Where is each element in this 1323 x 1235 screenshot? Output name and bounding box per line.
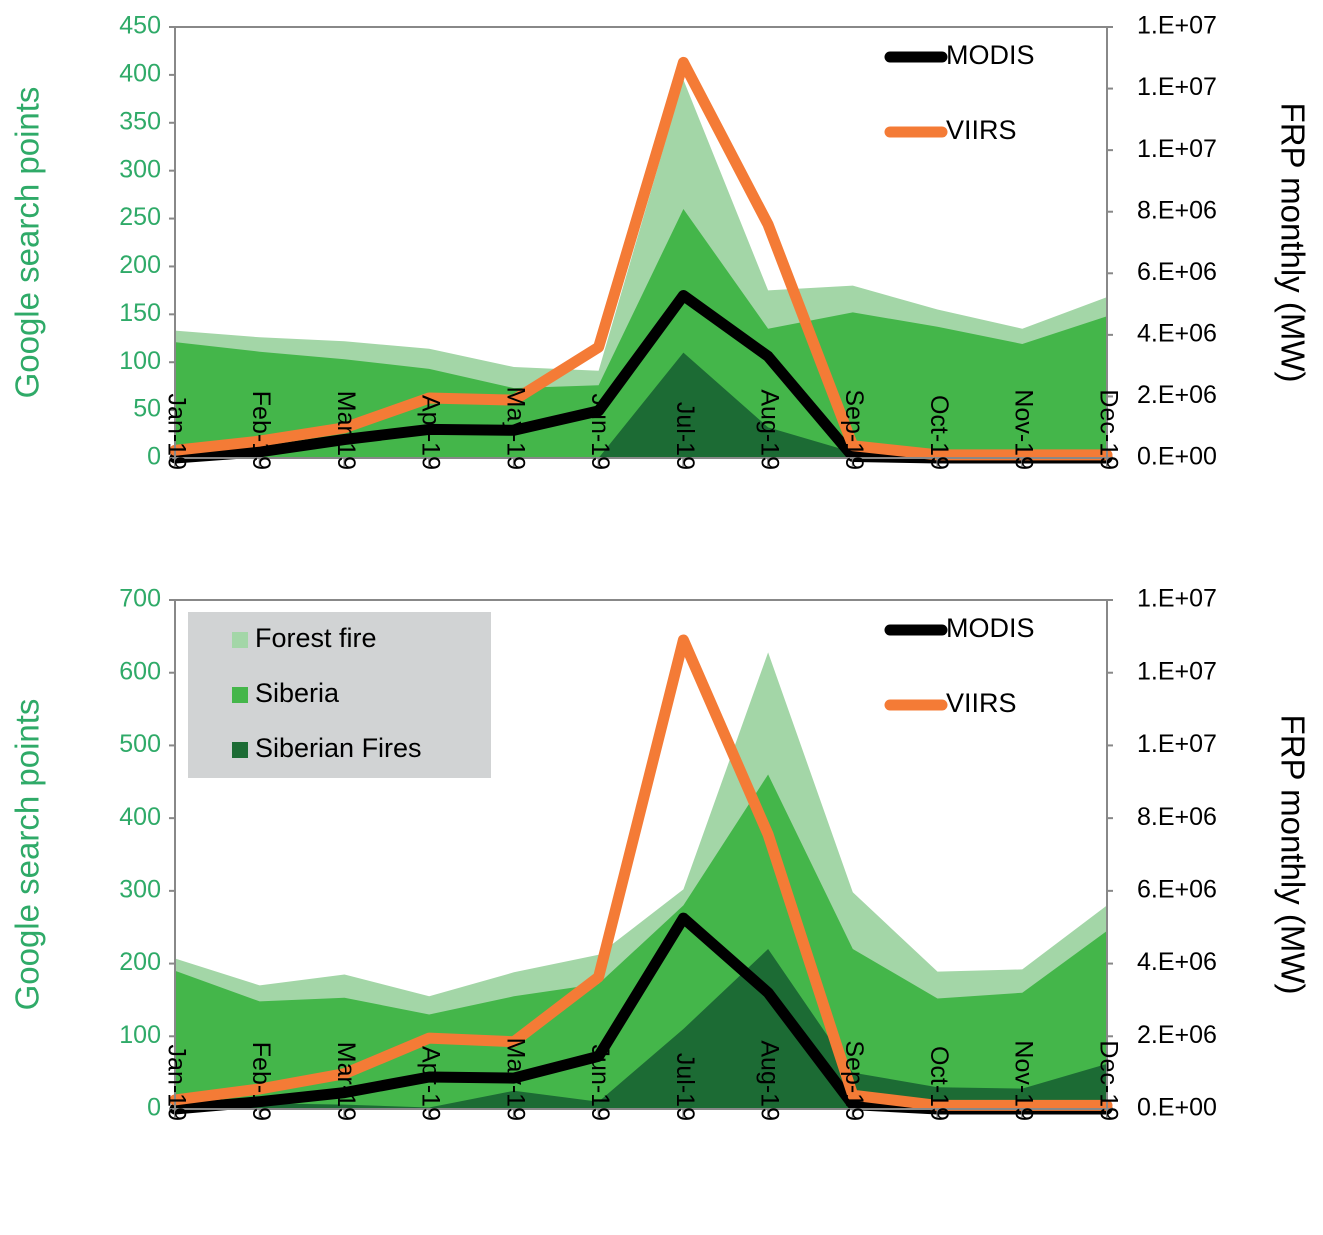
chart-1-legend: MODIS VIIRS	[884, 40, 1035, 145]
chart-1-plot-frame	[174, 26, 1108, 459]
area-siberia	[175, 774, 1107, 1109]
x-tick-label: Apr-19	[417, 1046, 445, 1121]
chart-2-x-ticks: Jan-19 Feb-19 Mar-19 Apr-19 May-19 Jun-19 Jul-…	[162, 1038, 1122, 1121]
y2-tick-label: 2.E+06	[1137, 1021, 1217, 1049]
legend-label-viirs: VIIRS	[946, 688, 1017, 718]
y-tick-label: 450	[119, 12, 161, 40]
x-tick-label: Aug-19	[755, 1040, 783, 1121]
y-tick-label: 600	[119, 657, 161, 685]
chart-1-y2-ticks: 0.E+00 2.E+06 4.E+06 6.E+06 8.E+06 1.E+07 1.E+…	[1107, 12, 1217, 471]
legend-swatch-siberian-fires	[232, 742, 248, 758]
y-tick-label: 700	[119, 585, 161, 613]
x-tick-label: Feb-19	[247, 1042, 275, 1121]
chart-2-plot-frame	[174, 599, 1108, 1110]
legend-swatch-forest-fire	[232, 632, 248, 648]
chart-2-y-axis-title: Google search points	[9, 699, 46, 1011]
y-tick-label: 400	[119, 803, 161, 831]
chart-1-y2-axis-title: FRP monthly (MW)	[1274, 103, 1311, 383]
x-tick-label: Mar-19	[332, 1042, 360, 1121]
chart-2-y2-axis-title: FRP monthly (MW)	[1274, 715, 1311, 995]
x-tick-label: Jul-19	[671, 402, 699, 470]
y-tick-label: 250	[119, 203, 161, 231]
x-tick-label: Nov-19	[1010, 1040, 1038, 1121]
legend-label-siberia: Siberia	[255, 678, 340, 708]
y-tick-label: 400	[119, 59, 161, 87]
area-siberia	[175, 209, 1107, 458]
x-tick-label: Nov-19	[1010, 389, 1038, 470]
line-viirs	[169, 634, 1113, 1111]
x-tick-label: Jan-19	[162, 394, 190, 470]
y-tick-label: 300	[119, 155, 161, 183]
chart-1-y-axis-title: Google search points	[9, 87, 46, 399]
y2-tick-label: 1.E+07	[1137, 585, 1217, 613]
y2-tick-label: 1.E+07	[1137, 730, 1217, 758]
y2-tick-label: 4.E+06	[1137, 948, 1217, 976]
x-tick-label: Oct-19	[925, 395, 953, 470]
y-tick-label: 100	[119, 347, 161, 375]
y-tick-label: 200	[119, 948, 161, 976]
chart-2: 0 100 200 300 400 500 600 700 0.E+00 2.E+06 4.E+0…	[9, 585, 1312, 1122]
x-tick-label: Oct-19	[925, 1046, 953, 1121]
chart-1-areas	[175, 79, 1107, 458]
x-tick-label: Jun-19	[586, 1045, 614, 1121]
legend-label-modis: MODIS	[946, 40, 1035, 70]
legend-label-forest-fire: Forest fire	[255, 623, 377, 653]
x-tick-label: Jan-19	[162, 1045, 190, 1121]
y-tick-label: 300	[119, 875, 161, 903]
y2-tick-label: 6.E+06	[1137, 875, 1217, 903]
y-tick-label: 50	[133, 395, 161, 423]
legend-label-modis: MODIS	[946, 613, 1035, 643]
y2-tick-label: 1.E+07	[1137, 657, 1217, 685]
x-tick-label: Mar-19	[332, 391, 360, 470]
area-siberian-fires	[175, 949, 1107, 1109]
y2-tick-label: 8.E+06	[1137, 196, 1217, 224]
y-tick-label: 500	[119, 730, 161, 758]
x-tick-label: Feb-19	[247, 391, 275, 470]
y2-tick-label: 4.E+06	[1137, 319, 1217, 347]
area-siberian-fires	[175, 352, 1107, 458]
y2-tick-label: 8.E+06	[1137, 803, 1217, 831]
x-tick-label: Dec-19	[1094, 1040, 1122, 1121]
y2-tick-label: 6.E+06	[1137, 258, 1217, 286]
y2-tick-label: 0.E+00	[1137, 443, 1217, 471]
legend-swatch-siberia	[232, 687, 248, 703]
legend-label-viirs: VIIRS	[946, 115, 1017, 145]
y-tick-label: 0	[147, 1094, 161, 1122]
y2-tick-label: 1.E+07	[1137, 135, 1217, 163]
chart-2-y-ticks: 0 100 200 300 400 500 600 700	[119, 585, 175, 1122]
y2-tick-label: 1.E+07	[1137, 12, 1217, 40]
chart-2-areas	[175, 652, 1107, 1109]
x-tick-label: May-19	[501, 1038, 529, 1121]
chart-1-y-ticks: 0 50 100 150 200 250 300 350 400 450	[119, 12, 175, 471]
y2-tick-label: 2.E+06	[1137, 381, 1217, 409]
x-tick-label: Aug-19	[755, 389, 783, 470]
x-tick-label: May-19	[501, 387, 529, 470]
y-tick-label: 200	[119, 251, 161, 279]
x-tick-label: Sep-19	[840, 1040, 868, 1121]
line-viirs	[169, 56, 1113, 461]
x-tick-label: Apr-19	[417, 395, 445, 470]
x-tick-label: Sep-19	[840, 389, 868, 470]
chart-2-line-legend: MODIS VIIRS	[884, 613, 1035, 718]
chart-1: 0 50 100 150 200 250 300 350 400 450 0.E+00 2.E+06…	[9, 12, 1312, 471]
y-tick-label: 150	[119, 299, 161, 327]
x-tick-label: Jun-19	[586, 394, 614, 470]
y-tick-label: 350	[119, 107, 161, 135]
chart-2-area-legend: Forest fire Siberia Siberian Fires	[188, 612, 491, 778]
y2-tick-label: 1.E+07	[1137, 73, 1217, 101]
x-tick-label: Jul-19	[671, 1053, 699, 1121]
y2-tick-label: 0.E+00	[1137, 1094, 1217, 1122]
y-tick-label: 0	[147, 443, 161, 471]
y-tick-label: 100	[119, 1021, 161, 1049]
legend-label-siberian-fires: Siberian Fires	[255, 733, 422, 763]
chart-1-x-ticks: Jan-19 Feb-19 Mar-19 Apr-19 May-19 Jun-19 Jul-…	[162, 387, 1122, 470]
x-tick-label: Dec-19	[1094, 389, 1122, 470]
chart-2-y2-ticks: 0.E+00 2.E+06 4.E+06 6.E+06 8.E+06 1.E+07 1.E+…	[1107, 585, 1217, 1122]
